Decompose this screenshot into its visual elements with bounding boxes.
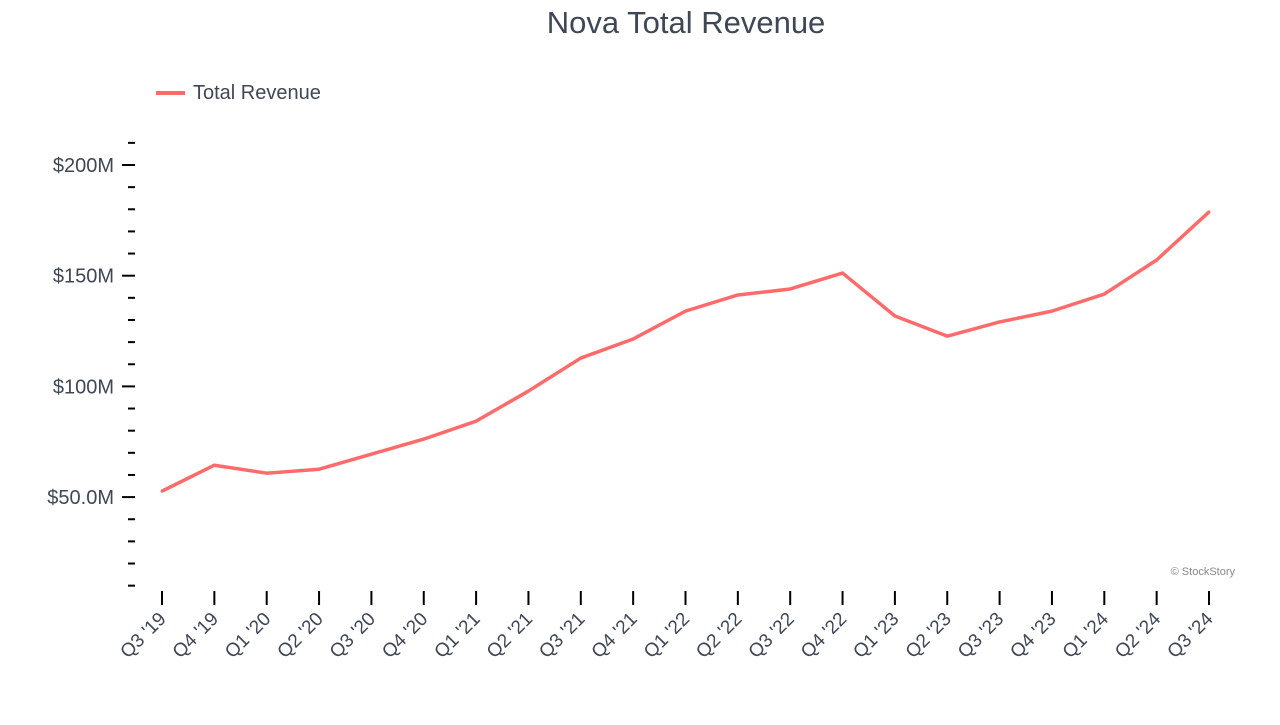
x-tick-label: Q2 '24 bbox=[1111, 608, 1165, 662]
data-point bbox=[317, 467, 321, 471]
data-point bbox=[474, 419, 478, 423]
x-tick-label: Q3 '22 bbox=[745, 609, 799, 663]
data-point bbox=[631, 337, 635, 341]
x-tick-label: Q1 '24 bbox=[1059, 608, 1113, 662]
x-tick-label: Q4 '23 bbox=[1006, 609, 1060, 663]
x-tick-label: Q2 '20 bbox=[274, 609, 328, 663]
y-tick-label: $150M bbox=[53, 266, 114, 288]
x-tick-label: Q2 '23 bbox=[902, 609, 956, 663]
data-point bbox=[684, 309, 687, 313]
data-point bbox=[1102, 292, 1106, 296]
series-layer bbox=[160, 210, 1211, 493]
data-point bbox=[422, 437, 426, 441]
x-tick-label: Q3 '21 bbox=[535, 609, 589, 663]
data-point bbox=[265, 471, 269, 475]
data-point bbox=[579, 356, 583, 360]
x-tick-label: Q3 '24 bbox=[1164, 608, 1218, 662]
x-tick-label: Q1 '23 bbox=[849, 609, 903, 663]
x-tick-label: Q1 '20 bbox=[221, 609, 275, 663]
data-point bbox=[736, 293, 740, 297]
data-point bbox=[788, 287, 792, 291]
chart-title: Nova Total Revenue bbox=[547, 5, 826, 40]
legend-label: Total Revenue bbox=[193, 82, 321, 104]
x-tick-label: Q2 '21 bbox=[483, 609, 537, 663]
x-tick-label: Q2 '22 bbox=[692, 609, 746, 663]
data-point bbox=[841, 271, 845, 275]
x-tick-label: Q3 '20 bbox=[326, 609, 380, 663]
y-tick-label: $50.0M bbox=[47, 487, 114, 509]
x-tick-label: Q1 '22 bbox=[640, 609, 694, 663]
legend: Total Revenue bbox=[156, 82, 321, 104]
data-point bbox=[160, 489, 164, 493]
data-point bbox=[1155, 258, 1159, 262]
series-line bbox=[161, 210, 1211, 493]
x-tick-label: Q3 '23 bbox=[954, 609, 1008, 663]
x-tick-label: Q4 '22 bbox=[797, 609, 851, 663]
data-point bbox=[369, 452, 373, 456]
y-tick-label: $100M bbox=[53, 376, 114, 398]
data-point bbox=[1207, 210, 1211, 214]
x-tick-label: Q3 '19 bbox=[117, 609, 171, 663]
data-point bbox=[526, 389, 530, 393]
x-tick-label: Q4 '21 bbox=[588, 609, 642, 663]
data-point bbox=[998, 320, 1002, 324]
x-tick-label: Q1 '21 bbox=[431, 609, 485, 663]
data-point bbox=[212, 463, 216, 467]
y-tick-label: $200M bbox=[53, 155, 114, 177]
x-tick-label: Q4 '19 bbox=[169, 609, 223, 663]
data-point bbox=[893, 314, 897, 318]
data-point bbox=[945, 334, 949, 338]
y-axis: $50.0M $100M $150M $200M bbox=[47, 141, 135, 587]
data-point bbox=[1050, 309, 1054, 313]
watermark: © StockStory bbox=[1171, 566, 1236, 578]
x-tick-label: Q4 '20 bbox=[378, 609, 432, 663]
